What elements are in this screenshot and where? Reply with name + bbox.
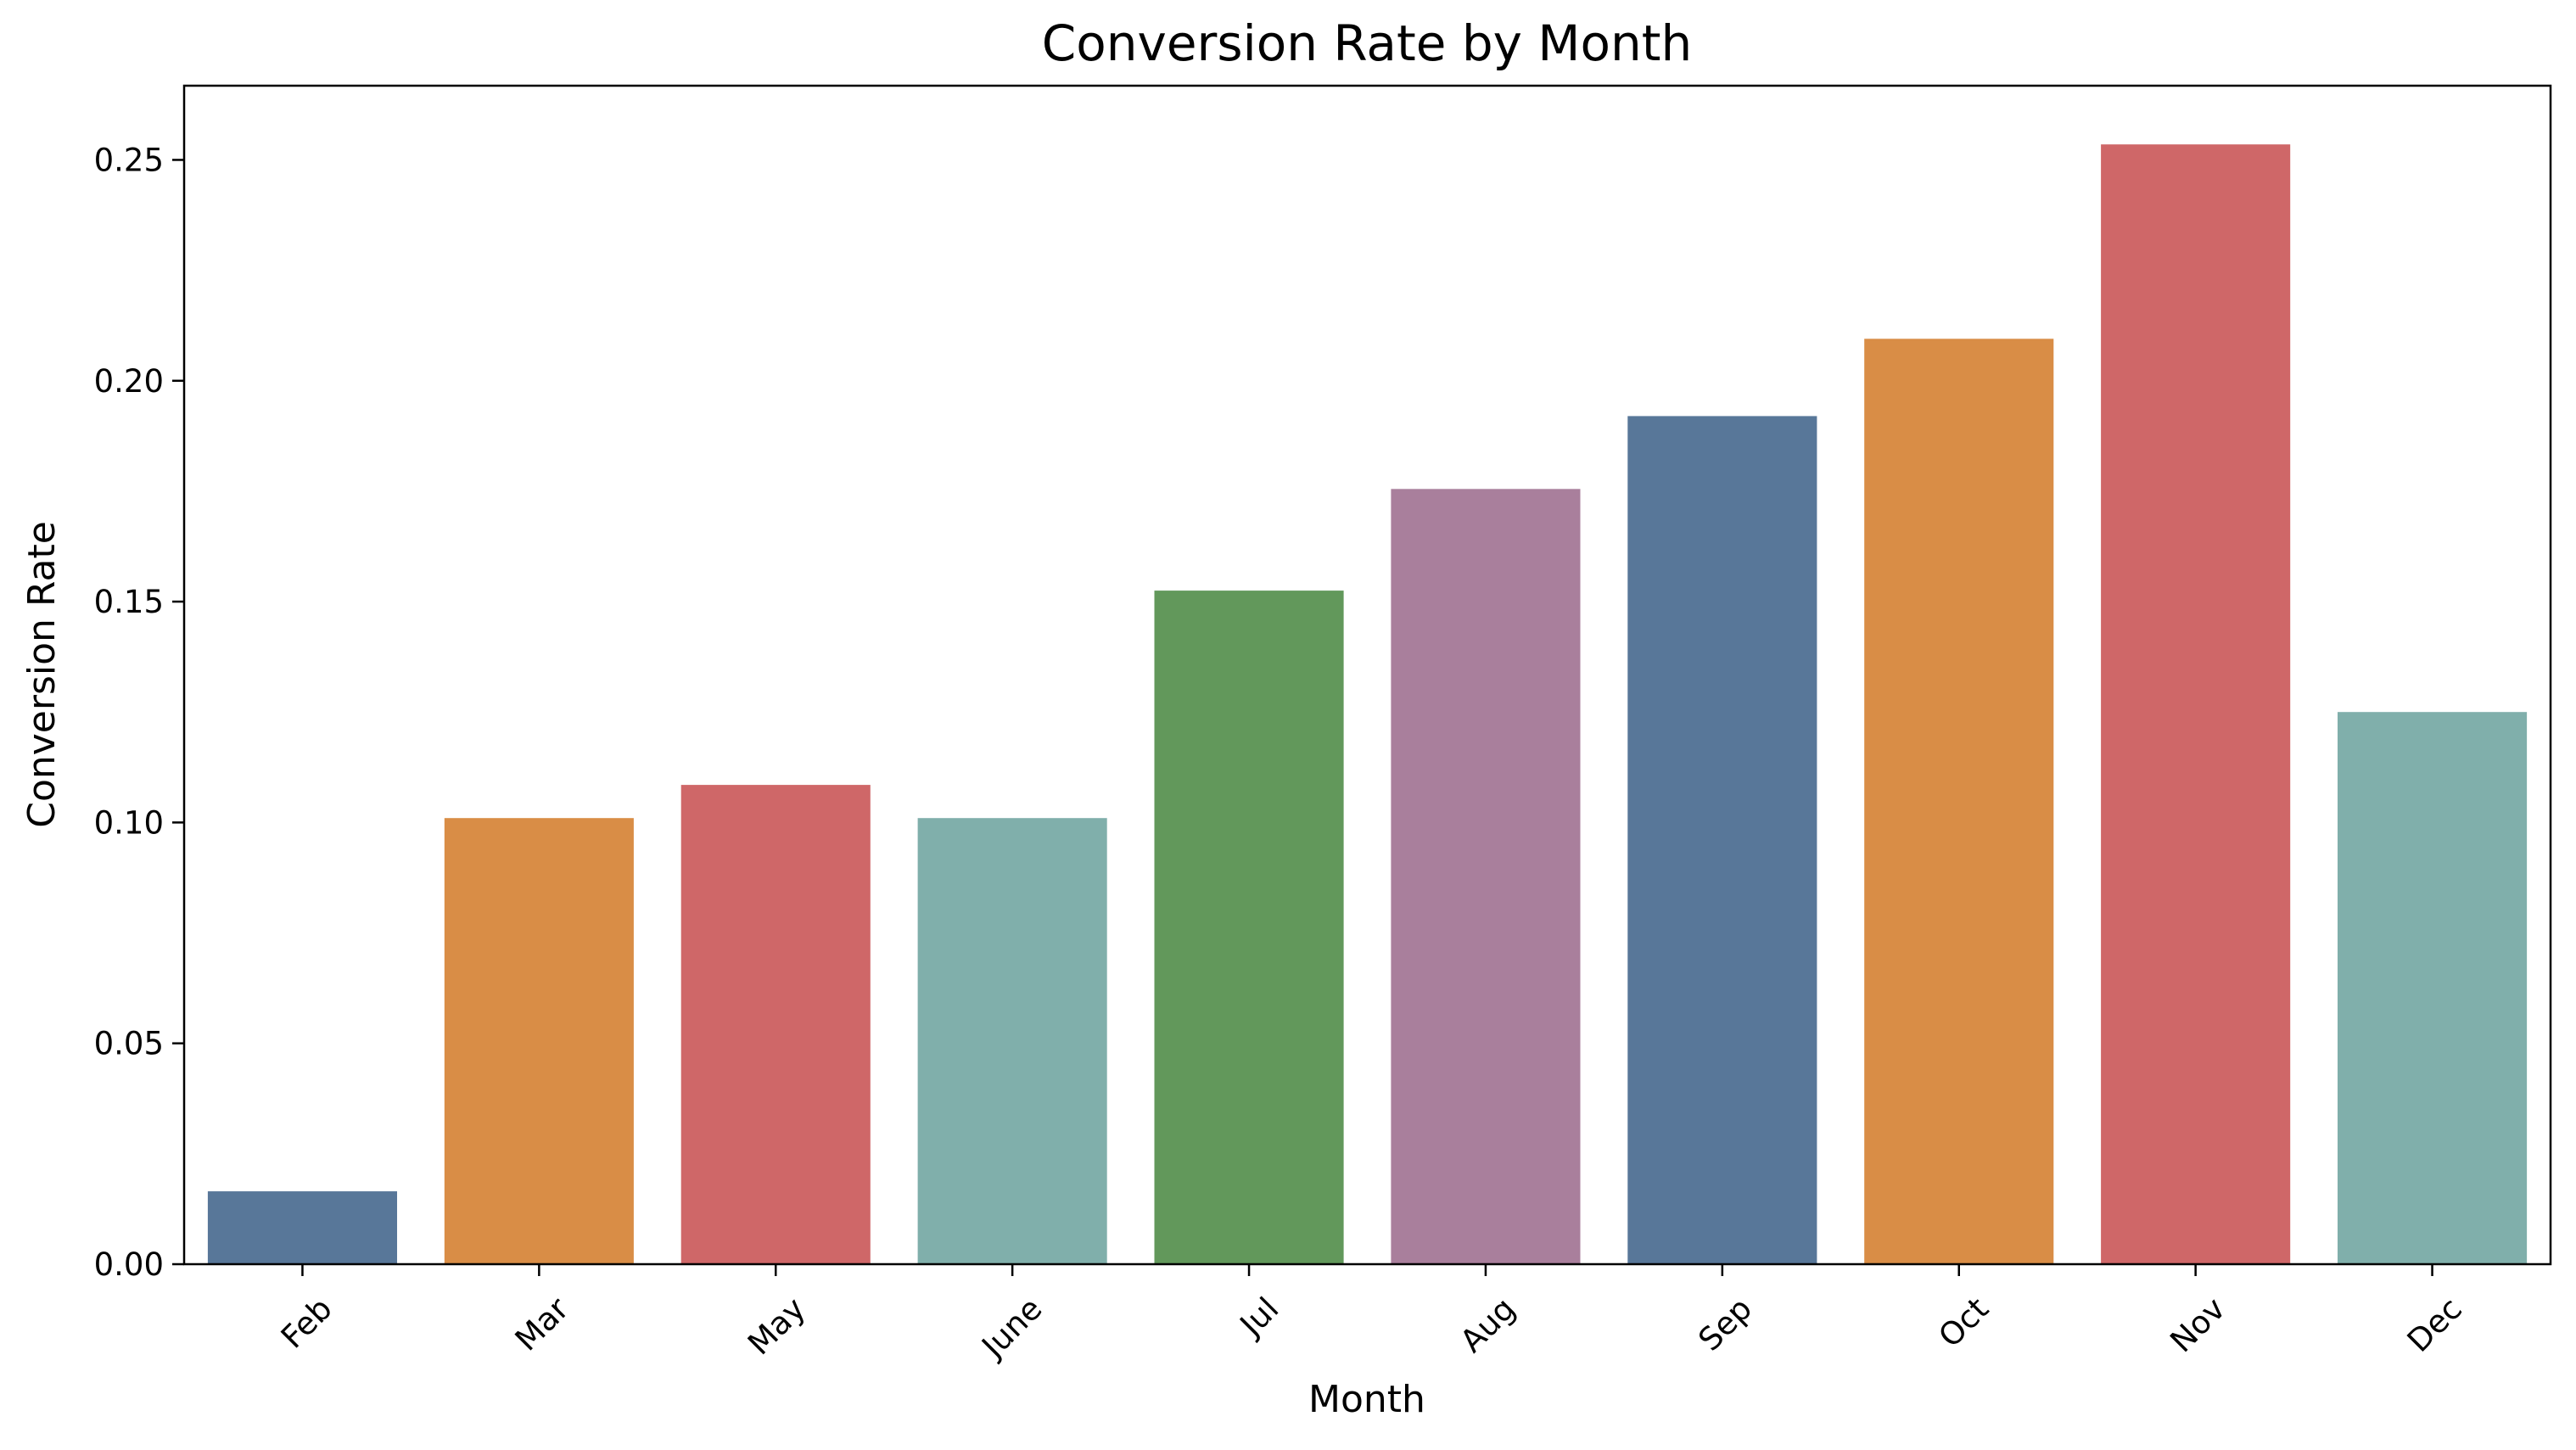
y-tick-label: 0.25 [94,142,164,178]
x-tick-label: Feb [274,1290,339,1356]
x-axis-label: Month [1308,1378,1425,1421]
bar-oct [1864,339,2054,1264]
x-tick-label: Mar [508,1290,576,1358]
bar-aug [1391,489,1581,1264]
y-tick-label: 0.20 [94,363,164,400]
x-tick-label: Nov [2163,1290,2232,1359]
y-tick-label: 0.00 [94,1246,164,1283]
x-tick-label: Jul [1232,1290,1285,1344]
bars-group [207,144,2528,1265]
y-tick-label: 0.05 [94,1026,164,1062]
chart-title: Conversion Rate by Month [1042,14,1692,72]
bar-june [917,818,1107,1264]
bar-mar [444,818,634,1264]
x-tick-label: June [974,1290,1050,1366]
y-tick-label: 0.10 [94,804,164,841]
bar-feb [207,1191,397,1264]
bar-jul [1154,591,1344,1264]
y-axis-label: Conversion Rate [20,521,64,828]
y-axis-ticks: 0.00 0.05 0.10 0.15 0.20 0.25 [94,142,184,1283]
x-tick-label: Sep [1691,1290,1759,1358]
bar-sep [1627,416,1817,1264]
plot-frame [182,84,2552,1266]
bar-dec [2338,712,2528,1264]
x-tick-label: May [741,1290,812,1362]
x-axis-ticks: Feb Mar May June Jul Aug Sep Oct Nov Dec [274,1264,2469,1366]
bar-may [680,785,871,1264]
x-tick-label: Dec [2400,1290,2469,1359]
bar-nov [2101,144,2291,1265]
y-tick-label: 0.15 [94,584,164,620]
x-tick-label: Oct [1931,1290,1996,1355]
x-tick-label: Aug [1453,1290,1522,1359]
